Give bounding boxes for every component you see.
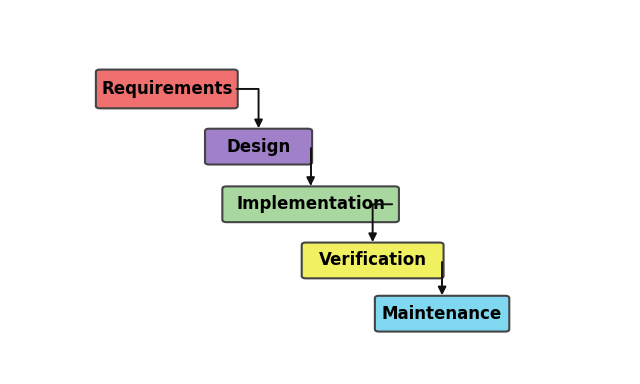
Text: Requirements: Requirements xyxy=(101,80,232,98)
FancyBboxPatch shape xyxy=(222,186,399,222)
FancyBboxPatch shape xyxy=(205,129,312,164)
FancyBboxPatch shape xyxy=(375,296,509,331)
FancyArrowPatch shape xyxy=(369,204,392,240)
Text: Maintenance: Maintenance xyxy=(382,305,502,323)
FancyBboxPatch shape xyxy=(301,243,444,278)
Text: Implementation: Implementation xyxy=(236,195,385,213)
FancyArrowPatch shape xyxy=(439,262,445,293)
FancyArrowPatch shape xyxy=(307,148,314,184)
FancyArrowPatch shape xyxy=(237,89,262,126)
Text: Verification: Verification xyxy=(319,252,427,270)
FancyBboxPatch shape xyxy=(96,70,237,108)
Text: Design: Design xyxy=(227,137,291,156)
